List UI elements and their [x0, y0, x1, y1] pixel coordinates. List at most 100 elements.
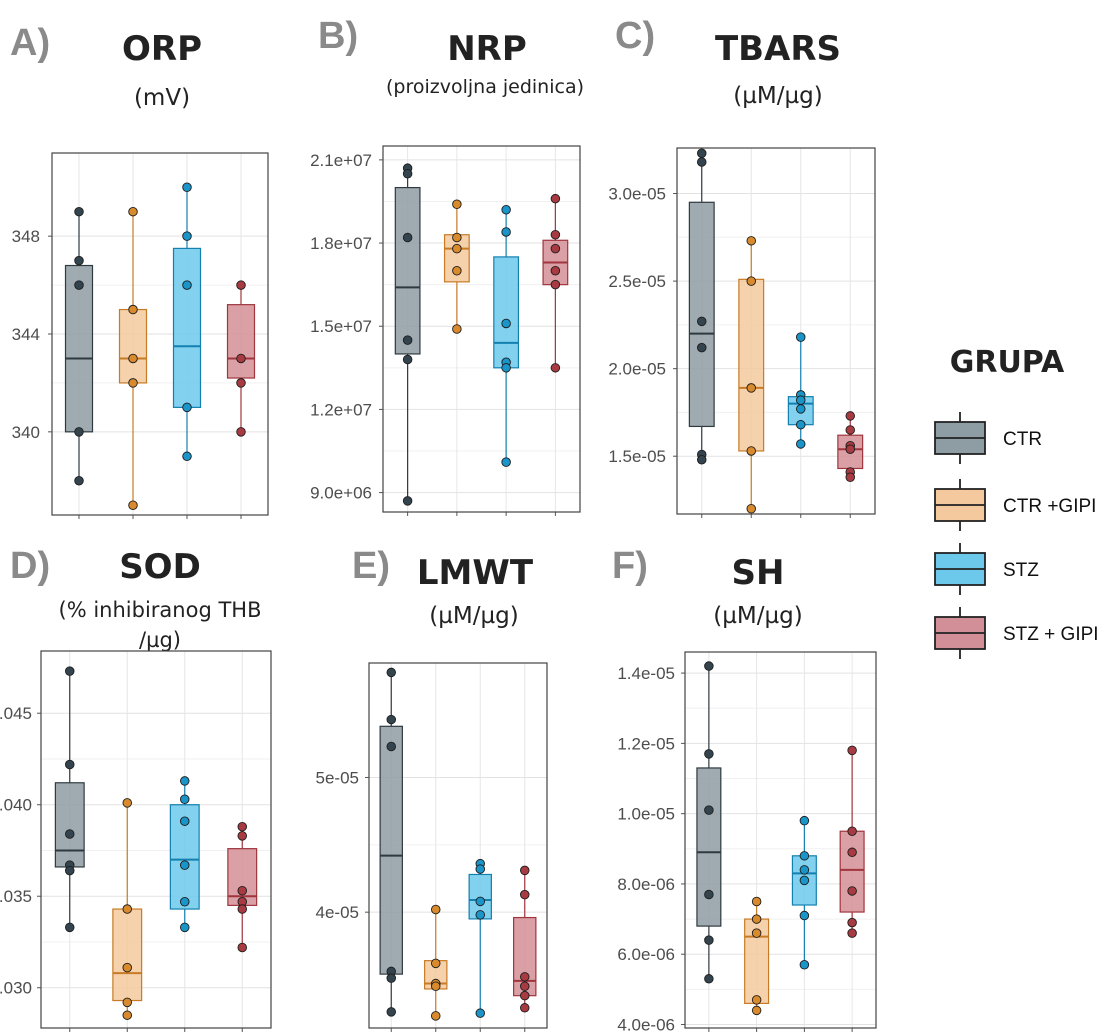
data-point [453, 244, 462, 253]
data-point [238, 886, 247, 895]
data-point [796, 396, 805, 405]
iqr-box [380, 726, 402, 974]
data-point [747, 504, 756, 513]
chart-panel-sh: F) SH(µM/µg)4.0e-066.0e-068.0e-061.0e-051… [612, 545, 876, 1034]
panel-unit: (µM/µg) [429, 603, 518, 629]
data-point [697, 317, 706, 326]
data-point [846, 426, 855, 435]
data-point [752, 897, 761, 906]
y-tick-label: 1.4e-05 [617, 664, 675, 683]
data-point [123, 799, 132, 808]
legend-label: STZ + GIPI [1003, 624, 1099, 645]
chart-panel-nrp: B) NRP (proizvoljna jedinica) 9.0e+06 1.2e+0… [310, 15, 584, 516]
chart-panel-lmwt: E) LMWT (µM/µg) 4e-05 5e-05 [316, 545, 547, 1032]
data-point [476, 911, 485, 920]
data-point [800, 852, 809, 861]
chart-panel-orp: A) ORP (mV) 340 344 348 [10, 22, 268, 519]
data-point [453, 325, 462, 334]
data-point [796, 405, 805, 414]
data-point [848, 887, 857, 896]
data-point [502, 205, 511, 214]
data-point [180, 897, 189, 906]
data-point [75, 428, 84, 437]
data-point [502, 364, 511, 373]
data-point [387, 974, 396, 983]
y-tick-label: 0.030 [0, 979, 32, 998]
data-point [697, 343, 706, 352]
y-tick-label: 1.0e-05 [617, 805, 675, 824]
data-point [123, 963, 132, 972]
iqr-box [66, 266, 93, 432]
data-point [238, 905, 247, 914]
data-point [551, 230, 560, 239]
data-point [705, 662, 714, 671]
legend-label: CTR +GIPI [1003, 496, 1096, 517]
data-point [800, 876, 809, 885]
data-point [183, 232, 192, 241]
data-point [75, 256, 84, 265]
legend-label: CTR [1003, 429, 1042, 450]
data-point [800, 960, 809, 969]
panel-title: ORP [122, 29, 202, 69]
chart-panel-sod: D)SOD(% inhibiranog THB/µg)0.0300.0350.0… [0, 545, 271, 1032]
data-point [502, 458, 511, 467]
y-tick-label: 2.1e+07 [310, 151, 372, 170]
data-point [551, 266, 560, 275]
y-tick-label: 0.040 [0, 796, 32, 815]
data-point [387, 742, 396, 751]
data-point [520, 973, 529, 982]
data-point [848, 918, 857, 927]
data-point [431, 1012, 440, 1021]
data-point [183, 183, 192, 192]
data-point [476, 865, 485, 874]
data-point [403, 233, 412, 242]
data-point [403, 497, 412, 506]
data-point [453, 200, 462, 209]
y-tick-label: 0.045 [0, 704, 32, 723]
panel-unit: (mV) [134, 85, 190, 111]
data-point [697, 455, 706, 464]
data-point [520, 866, 529, 875]
y-tick-label: 1.2e-05 [617, 734, 675, 753]
y-tick-label: 3.0e-05 [608, 185, 666, 204]
y-tick-label: 8.0e-06 [617, 875, 675, 894]
data-point [551, 364, 560, 373]
panel-unit: (% inhibiranog THB [59, 598, 262, 622]
data-point [848, 929, 857, 938]
data-point [183, 281, 192, 290]
data-point [180, 923, 189, 932]
data-point [705, 936, 714, 945]
data-point [520, 890, 529, 899]
y-tick-label: 348 [12, 227, 40, 246]
iqr-box [228, 305, 255, 378]
data-point [520, 1003, 529, 1012]
data-point [846, 445, 855, 454]
data-point [846, 412, 855, 421]
chart-panel-tbars: C) TBARS(µM/µg)1.5e-052.0e-052.5e-053.0e-… [608, 15, 875, 518]
panel-title: NRP [447, 29, 527, 69]
data-point [502, 319, 511, 328]
y-tick-label: 5e-05 [316, 768, 359, 787]
panel-letter: B) [318, 15, 358, 57]
data-point [403, 336, 412, 345]
data-point [453, 266, 462, 275]
panel-letter: D) [10, 545, 50, 587]
data-point [129, 305, 138, 314]
data-point [752, 996, 761, 1005]
data-point [75, 476, 84, 485]
data-point [476, 897, 485, 906]
data-point [800, 866, 809, 875]
data-point [403, 355, 412, 364]
data-point [237, 354, 246, 363]
data-point [387, 715, 396, 724]
data-point [387, 1008, 396, 1017]
data-point [431, 905, 440, 914]
data-point [183, 403, 192, 412]
data-point [705, 806, 714, 815]
data-point [123, 905, 132, 914]
y-tick-label: 4.0e-06 [617, 1015, 675, 1034]
data-point [183, 452, 192, 461]
data-point [747, 384, 756, 393]
data-point [65, 830, 74, 839]
